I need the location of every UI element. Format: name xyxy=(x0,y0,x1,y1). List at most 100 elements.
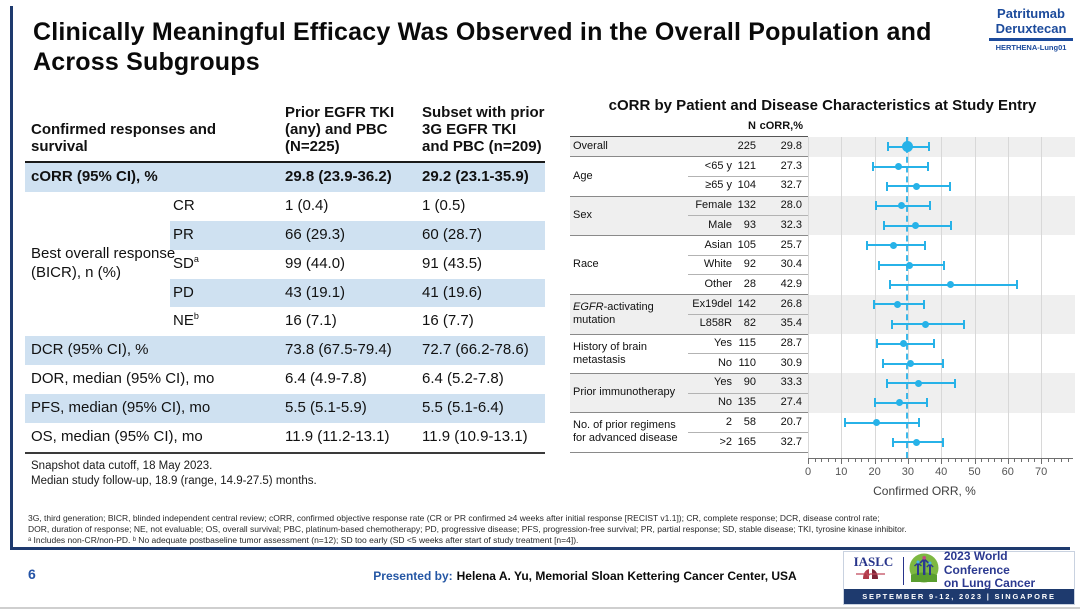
forest-group-label: Sex xyxy=(573,209,592,222)
response-table-row: PD 43 (19.1) 41 (19.6) xyxy=(25,278,545,308)
forest-shade-band xyxy=(570,137,1075,157)
response-value-col2: 11.9 (10.9-13.1) xyxy=(422,428,528,446)
x-axis-minor-tick xyxy=(887,459,889,463)
iaslc-lung-icon xyxy=(856,568,890,585)
x-axis-minor-tick xyxy=(1067,459,1069,463)
forest-orr-value: 35.4 xyxy=(780,317,802,330)
forest-ci-cap-right xyxy=(953,378,956,388)
forest-ci-cap-left xyxy=(875,201,878,211)
x-axis-tick-label: 30 xyxy=(901,466,915,479)
response-table-row: OS, median (95% CI), mo 11.9 (11.2-13.1) 1… xyxy=(25,423,545,452)
response-row-sublabel: CR xyxy=(173,196,195,214)
forest-n-value: 93 xyxy=(743,218,756,231)
response-row-spacer-cell xyxy=(25,220,170,250)
forest-ci-cap-left xyxy=(875,339,878,349)
x-axis-minor-tick xyxy=(901,459,903,463)
x-axis-minor-tick xyxy=(814,459,816,463)
x-axis-minor-tick xyxy=(854,459,856,463)
response-value-col2: 5.5 (5.1-6.4) xyxy=(420,394,545,424)
x-axis-minor-tick xyxy=(947,459,949,463)
iaslc-logo: IASLC xyxy=(849,555,898,586)
response-group-label: Best overall response (BICR), n (%) xyxy=(31,245,176,282)
forest-ci-cap-right xyxy=(924,240,927,250)
x-axis-tick-label: 40 xyxy=(935,466,948,479)
x-axis-minor-tick xyxy=(927,459,929,463)
forest-point-marker xyxy=(922,320,930,328)
x-axis-minor-tick xyxy=(1001,459,1003,463)
response-table-row: cORR (95% CI), % 29.8 (23.9-36.2) 29.2 (23… xyxy=(25,163,545,192)
forest-orr-value: 32.3 xyxy=(780,218,802,231)
x-axis-minor-tick xyxy=(994,459,996,463)
response-value-col1: 66 (29.3) xyxy=(283,220,420,250)
x-axis-tick-label: 50 xyxy=(968,466,981,479)
forest-row-separator xyxy=(688,274,808,276)
forest-ci-cap-left xyxy=(888,280,891,290)
abbreviation-footnotes: 3G, third generation; BICR, blinded inde… xyxy=(28,513,1072,546)
forest-orr-value: 27.3 xyxy=(780,159,802,172)
forest-n-value: 165 xyxy=(737,435,756,448)
conference-name-line1: 2023 World Conference xyxy=(943,548,1010,577)
forest-ci-cap-right xyxy=(941,359,944,369)
x-axis-tick-label: 20 xyxy=(868,466,881,479)
forest-gridline xyxy=(974,137,976,459)
forest-group-label: Prior immunotherapy xyxy=(573,386,676,399)
forest-group-separator xyxy=(570,412,808,414)
supertree-garden-icon xyxy=(909,553,939,588)
forest-gridline xyxy=(841,137,843,459)
response-table-row: DOR, median (95% CI), mo 6.4 (4.9-7.8) 6.4… xyxy=(25,365,545,394)
forest-row-separator xyxy=(688,353,808,355)
conference-name: 2023 World Conference on Lung Cancer xyxy=(943,548,1069,591)
response-value-col2: 29.2 (23.1-35.9) xyxy=(420,163,545,192)
forest-gridline xyxy=(808,137,809,459)
response-value-col1: 99 (44.0) xyxy=(285,254,346,272)
response-value-col1: 5.5 (5.1-5.9) xyxy=(283,394,420,424)
response-row-label: PFS, median (95% CI), mo xyxy=(25,394,283,424)
x-axis-line xyxy=(808,458,1073,460)
forest-subgroup-label: White xyxy=(703,258,732,271)
response-value-col1: 16 (7.1) xyxy=(285,312,337,330)
forest-ci-cap-left xyxy=(886,142,889,152)
forest-ci-cap-right xyxy=(918,418,921,428)
drug-logo-line2: Deruxtecan xyxy=(995,20,1067,36)
forest-n-value: 82 xyxy=(743,317,756,330)
forest-subgroup-label: No xyxy=(717,356,732,369)
forest-group-label: History of brain metastasis xyxy=(573,340,647,366)
forest-n-value: 104 xyxy=(737,179,756,192)
forest-orr-value: 42.9 xyxy=(780,277,802,290)
forest-subgroup-label: Other xyxy=(704,277,732,290)
logo-divider xyxy=(902,556,904,585)
response-row-spacer-cell xyxy=(25,191,170,221)
forest-ci-cap-right xyxy=(943,260,946,270)
x-axis-tick xyxy=(974,459,976,465)
x-axis-minor-tick xyxy=(921,459,923,463)
forest-point-marker xyxy=(907,360,915,368)
forest-orr-value: 20.7 xyxy=(780,415,802,428)
response-value-col2: 6.4 (5.2-7.8) xyxy=(422,370,504,388)
forest-orr-value: 32.7 xyxy=(780,435,802,448)
x-axis-minor-tick xyxy=(1021,459,1023,463)
forest-group-label: No. of prior regimens for advanced disea… xyxy=(573,419,678,445)
forest-group-label: Overall xyxy=(573,140,608,153)
forest-ci-cap-left xyxy=(872,162,875,172)
forest-orr-value: 30.9 xyxy=(780,356,802,369)
forest-ci-cap-left xyxy=(883,221,886,231)
x-axis-minor-tick xyxy=(987,459,989,463)
forest-ci-cap-right xyxy=(922,299,925,309)
forest-plot-panel: cORR by Patient and Disease Characterist… xyxy=(570,97,1075,507)
forest-row-separator xyxy=(688,392,808,394)
forest-shade-band xyxy=(570,373,1075,413)
x-axis-tick xyxy=(841,459,843,465)
forest-subgroup-label: Yes xyxy=(714,376,732,389)
response-value-col1: 29.8 (23.9-36.2) xyxy=(283,163,420,192)
response-row-label: DOR, median (95% CI), mo xyxy=(31,370,215,388)
forest-row-separator xyxy=(688,215,808,217)
footer-divider-rule xyxy=(10,547,1070,550)
response-table-row: SDa 99 (44.0) 91 (43.5) xyxy=(25,249,545,279)
forest-subgroup-label: 2 xyxy=(725,415,732,428)
forest-point-marker xyxy=(915,379,923,387)
forest-point-marker xyxy=(895,399,903,407)
response-table: Confirmed responses and survival Prior E… xyxy=(25,95,545,490)
x-axis-minor-tick xyxy=(881,459,883,463)
forest-point-marker xyxy=(893,300,901,308)
forest-subgroup-label: No xyxy=(717,396,732,409)
